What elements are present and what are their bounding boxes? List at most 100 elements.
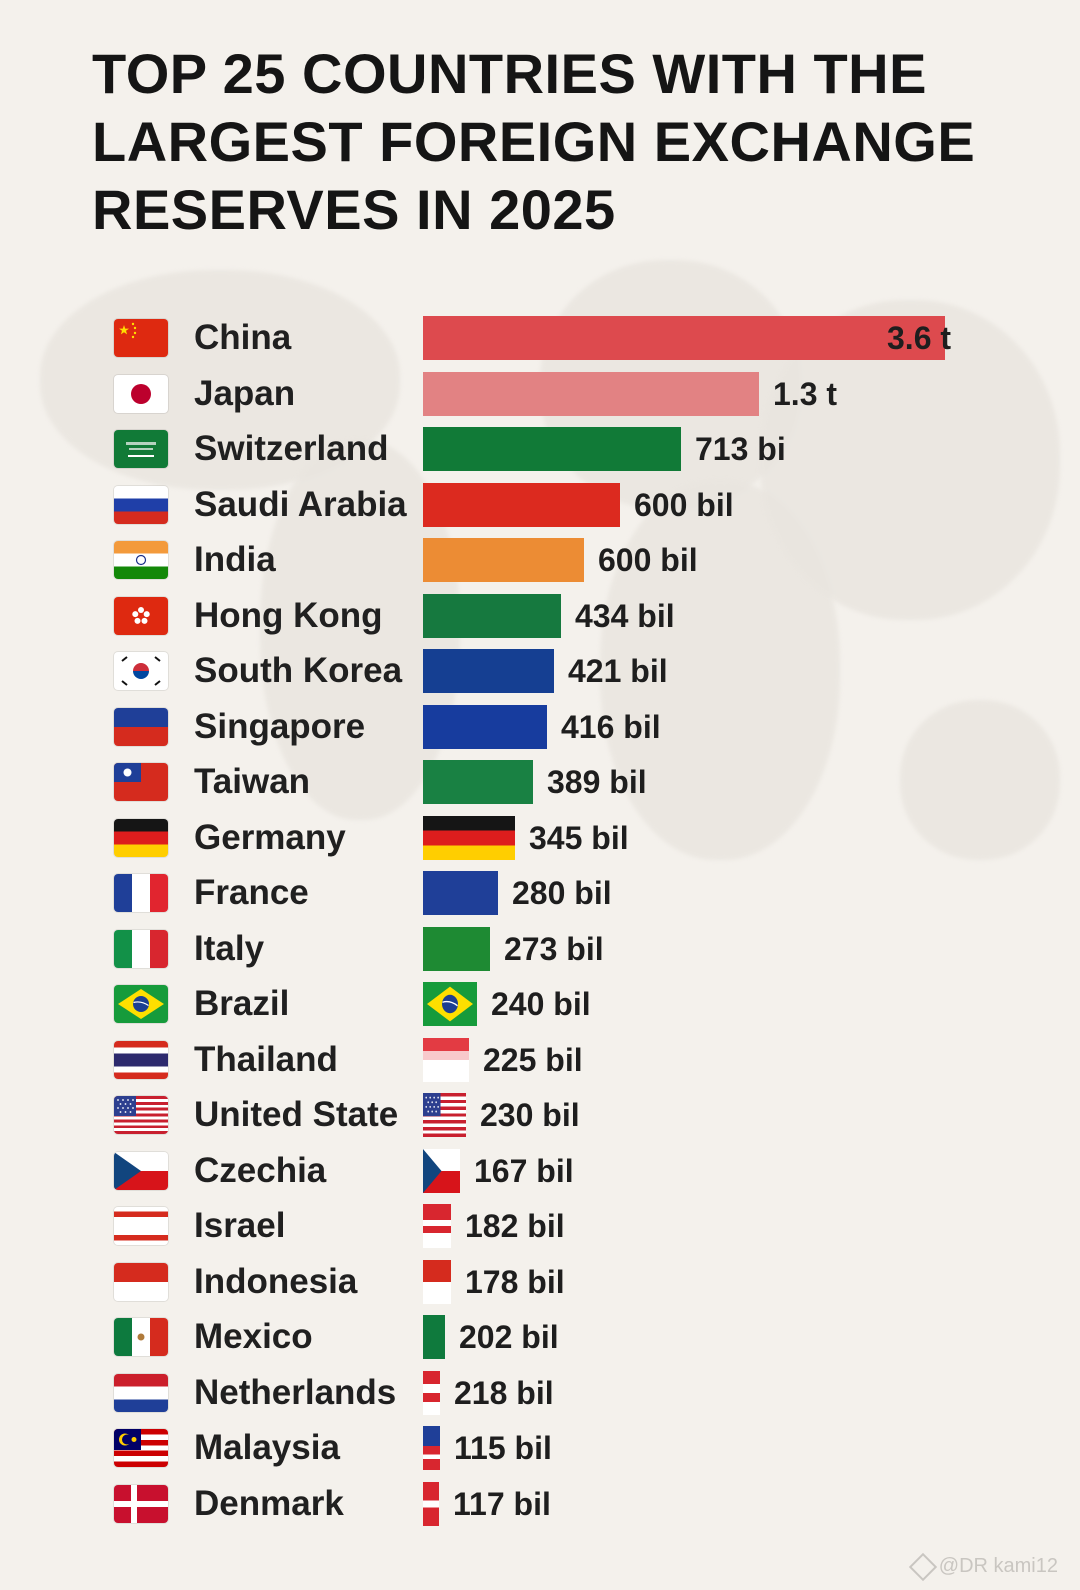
russia-flag-icon [114,485,168,524]
bar-thailand [423,1037,469,1082]
data-label: 389 bil [547,764,647,800]
bar-czechia [423,1148,460,1193]
netherlands-flag-icon [114,1373,168,1412]
row-malaysia: Malaysia 115 bil [0,1425,1080,1481]
germany-flag-icon [114,818,168,857]
category-label: Switzerland [194,429,389,468]
data-label: 713 bi [695,431,786,467]
bar-taiwan [423,760,533,804]
row-czechia: Czechia 167 bil [0,1148,1080,1204]
bar-united-state [423,1093,466,1137]
binance-logo-icon [908,1552,937,1581]
row-indonesia: Indonesia 178 bil [0,1259,1080,1315]
data-label: 3.6 t [887,320,952,356]
row-china: China 3.6 t [0,315,1080,371]
bar-france [423,871,498,915]
category-label: Japan [194,373,296,413]
data-label: 416 bil [561,708,661,745]
category-label: Indonesia [194,1261,358,1301]
data-label: 345 bil [529,819,629,856]
saudi-flag-icon [114,430,168,468]
data-label: 434 bil [575,597,675,634]
row-netherlands: Netherlands 218 bil [0,1370,1080,1426]
indonesia-flag-icon [114,1262,168,1301]
data-label: 115 bil [454,1430,552,1466]
data-label: 218 bil [454,1374,554,1411]
row-germany: Germany 345 bil [0,815,1080,871]
row-switzerland: Switzerland 713 bi [0,426,1080,482]
data-label: 240 bil [491,986,591,1022]
data-label: 1.3 t [773,375,838,412]
row-united-state: United State 230 bil [0,1092,1080,1148]
category-label: Germany [194,817,346,857]
row-taiwan: Taiwan 389 bil [0,759,1080,815]
row-singapore: Singapore 416 bil [0,704,1080,760]
bar-south-korea [423,649,554,693]
category-label: Malaysia [194,1428,340,1467]
czechia-flag-icon [114,1151,168,1190]
row-japan: Japan 1.3 t [0,371,1080,427]
china-flag-icon [114,319,168,357]
korea-flag-icon [114,652,168,690]
row-india: India 600 bil [0,537,1080,593]
brazil-flag-icon [114,985,168,1023]
bar-indonesia [423,1259,451,1304]
bar-brazil [423,982,477,1026]
taiwan-flag-icon [114,763,168,801]
data-label: 182 bil [465,1208,565,1244]
bar-chart: China 3.6 t Japan 1.3 t Switzerland 713 bi Sau… [0,315,1080,1536]
bar-malaysia [423,1426,440,1470]
category-label: Netherlands [194,1372,397,1412]
category-label: Czechia [194,1150,327,1190]
watermark: @DR kami12 [908,1552,1058,1581]
bar-denmark [423,1481,439,1526]
row-thailand: Thailand 225 bil [0,1037,1080,1093]
category-label: India [194,540,276,579]
bar-china [423,316,945,360]
hongkong-flag-icon [114,596,168,635]
data-label: 117 bil [453,1485,551,1522]
category-label: Thailand [194,1039,338,1079]
row-israel: Israel 182 bil [0,1203,1080,1259]
data-label: 202 bil [459,1319,559,1355]
category-label: Italy [194,928,265,968]
category-label: United State [194,1095,399,1134]
france-flag-icon [114,874,168,912]
mexico-flag-icon [114,1318,168,1356]
bar-singapore [423,704,547,749]
row-denmark: Denmark 117 bil [0,1481,1080,1537]
row-hong-kong: Hong Kong 434 bil [0,593,1080,649]
data-label: 280 bil [512,875,612,911]
category-label: Denmark [194,1483,344,1523]
row-france: France 280 bil [0,870,1080,926]
philippines-flag-icon [114,707,168,746]
category-label: Saudi Arabia [194,484,407,524]
category-label: France [194,873,309,912]
bar-india [423,538,584,582]
italy-flag-icon [114,929,168,968]
watermark-text: @DR kami12 [938,1555,1058,1577]
bar-saudi-arabia [423,482,620,527]
thailand-flag-icon [114,1040,168,1079]
bar-germany [423,815,515,860]
data-label: 178 bil [465,1263,565,1300]
bar-japan [423,371,759,416]
india-flag-icon [114,541,168,579]
row-saudi-arabia: Saudi Arabia 600 bil [0,482,1080,538]
japan-flag-icon [114,374,168,413]
bar-mexico [423,1315,445,1359]
data-label: 273 bil [504,930,604,967]
usa-flag-icon [114,1096,168,1134]
row-brazil: Brazil 240 bil [0,981,1080,1037]
bar-hong-kong [423,593,561,638]
israel-flag-icon [114,1207,168,1245]
category-label: Taiwan [194,762,311,801]
category-label: Israel [194,1206,286,1245]
data-label: 421 bil [568,653,668,689]
data-label: 225 bil [483,1041,583,1078]
bar-israel [423,1204,451,1248]
bar-switzerland [423,427,681,471]
data-label: 600 bil [598,542,698,578]
data-label: 230 bil [480,1097,580,1133]
row-italy: Italy 273 bil [0,926,1080,982]
